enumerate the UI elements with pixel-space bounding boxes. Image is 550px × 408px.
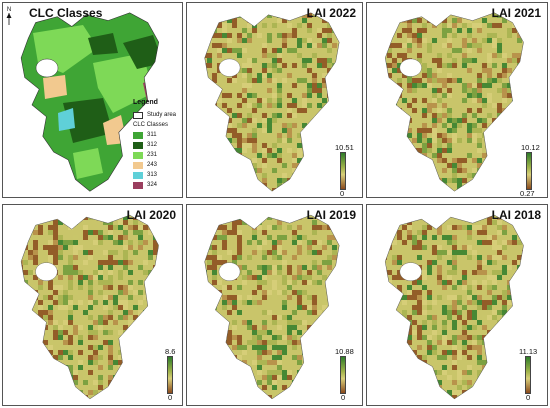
lai2019-panel: LAI 2019 10.88 0 bbox=[186, 204, 363, 406]
panel-title-lai2019: LAI 2019 bbox=[306, 208, 356, 222]
legend-swatch-311 bbox=[133, 131, 143, 139]
north-arrow-icon bbox=[6, 13, 12, 25]
colorbar-lai2018 bbox=[525, 356, 531, 394]
colorbar-min-lai2019: 0 bbox=[341, 393, 346, 402]
legend-label-313: 313 bbox=[147, 172, 158, 178]
lai2021-panel: LAI 2021 10.12 0.27 bbox=[366, 2, 548, 198]
panel-title-clc: CLC Classes bbox=[29, 6, 103, 20]
legend-label-311: 311 bbox=[147, 132, 157, 138]
panel-title-lai2020: LAI 2020 bbox=[126, 208, 176, 222]
lai2022-map bbox=[204, 12, 340, 192]
legend-class-231: 231 bbox=[133, 150, 181, 160]
colorbar-min-lai2018: 0 bbox=[526, 393, 531, 402]
legend-swatch-312 bbox=[133, 141, 143, 149]
legend-swatch-231 bbox=[133, 151, 143, 159]
legend-label-312: 312 bbox=[147, 142, 158, 148]
legend-label-324: 324 bbox=[147, 182, 158, 188]
colorbar-max-lai2022: 10.51 bbox=[335, 143, 354, 152]
legend-title: Legend bbox=[133, 99, 158, 106]
colorbar-max-lai2019: 10.88 bbox=[335, 347, 354, 356]
clc-legend: Legend Study area CLC Classes 311 312 231 2… bbox=[133, 99, 181, 190]
lai2022-panel: LAI 2022 10.51 0 bbox=[186, 2, 363, 198]
colorbar-lai2019 bbox=[340, 356, 346, 394]
colorbar-min-lai2022: 0 bbox=[340, 189, 345, 198]
legend-class-312: 312 bbox=[133, 140, 181, 150]
north-label: N bbox=[6, 7, 12, 13]
legend-class-313: 313 bbox=[133, 170, 181, 180]
clc-panel: CLC Classes N Legend Study area CLC Clas… bbox=[2, 2, 183, 198]
legend-swatch-313 bbox=[133, 171, 143, 179]
panel-title-lai2021: LAI 2021 bbox=[491, 6, 541, 20]
panel-title-lai2022: LAI 2022 bbox=[306, 6, 356, 20]
lai2020-map bbox=[20, 214, 159, 400]
colorbar-max-lai2018: 11.13 bbox=[519, 347, 538, 356]
lai2019-map bbox=[204, 214, 340, 400]
colorbar-lai2022 bbox=[340, 152, 346, 190]
lai2020-panel: LAI 2020 8.6 0 bbox=[2, 204, 183, 406]
legend-subtitle: CLC Classes bbox=[133, 122, 169, 128]
legend-study-area: Study area bbox=[133, 110, 181, 120]
lai2018-map bbox=[384, 214, 524, 400]
legend-label-243: 243 bbox=[147, 162, 158, 168]
lai2021-map bbox=[384, 12, 524, 192]
colorbar-max-lai2021: 10.12 bbox=[521, 143, 540, 152]
colorbar-min-lai2021: 0.27 bbox=[520, 189, 535, 198]
legend-label-231: 231 bbox=[147, 152, 158, 158]
colorbar-lai2021 bbox=[526, 152, 532, 190]
legend-class-243: 243 bbox=[133, 160, 181, 170]
colorbar-max-lai2020: 8.6 bbox=[165, 347, 176, 356]
clc-map bbox=[20, 12, 160, 192]
north-arrow: N bbox=[6, 7, 12, 27]
colorbar-min-lai2020: 0 bbox=[168, 393, 173, 402]
study-area-label: Study area bbox=[147, 112, 177, 118]
study-area-swatch bbox=[133, 111, 143, 119]
legend-class-311: 311 bbox=[133, 130, 181, 140]
legend-swatch-243 bbox=[133, 161, 143, 169]
colorbar-lai2020 bbox=[167, 356, 173, 394]
legend-class-324: 324 bbox=[133, 180, 181, 190]
legend-swatch-324 bbox=[133, 181, 143, 189]
panel-title-lai2018: LAI 2018 bbox=[491, 208, 541, 222]
lai2018-panel: LAI 2018 11.13 0 bbox=[366, 204, 548, 406]
